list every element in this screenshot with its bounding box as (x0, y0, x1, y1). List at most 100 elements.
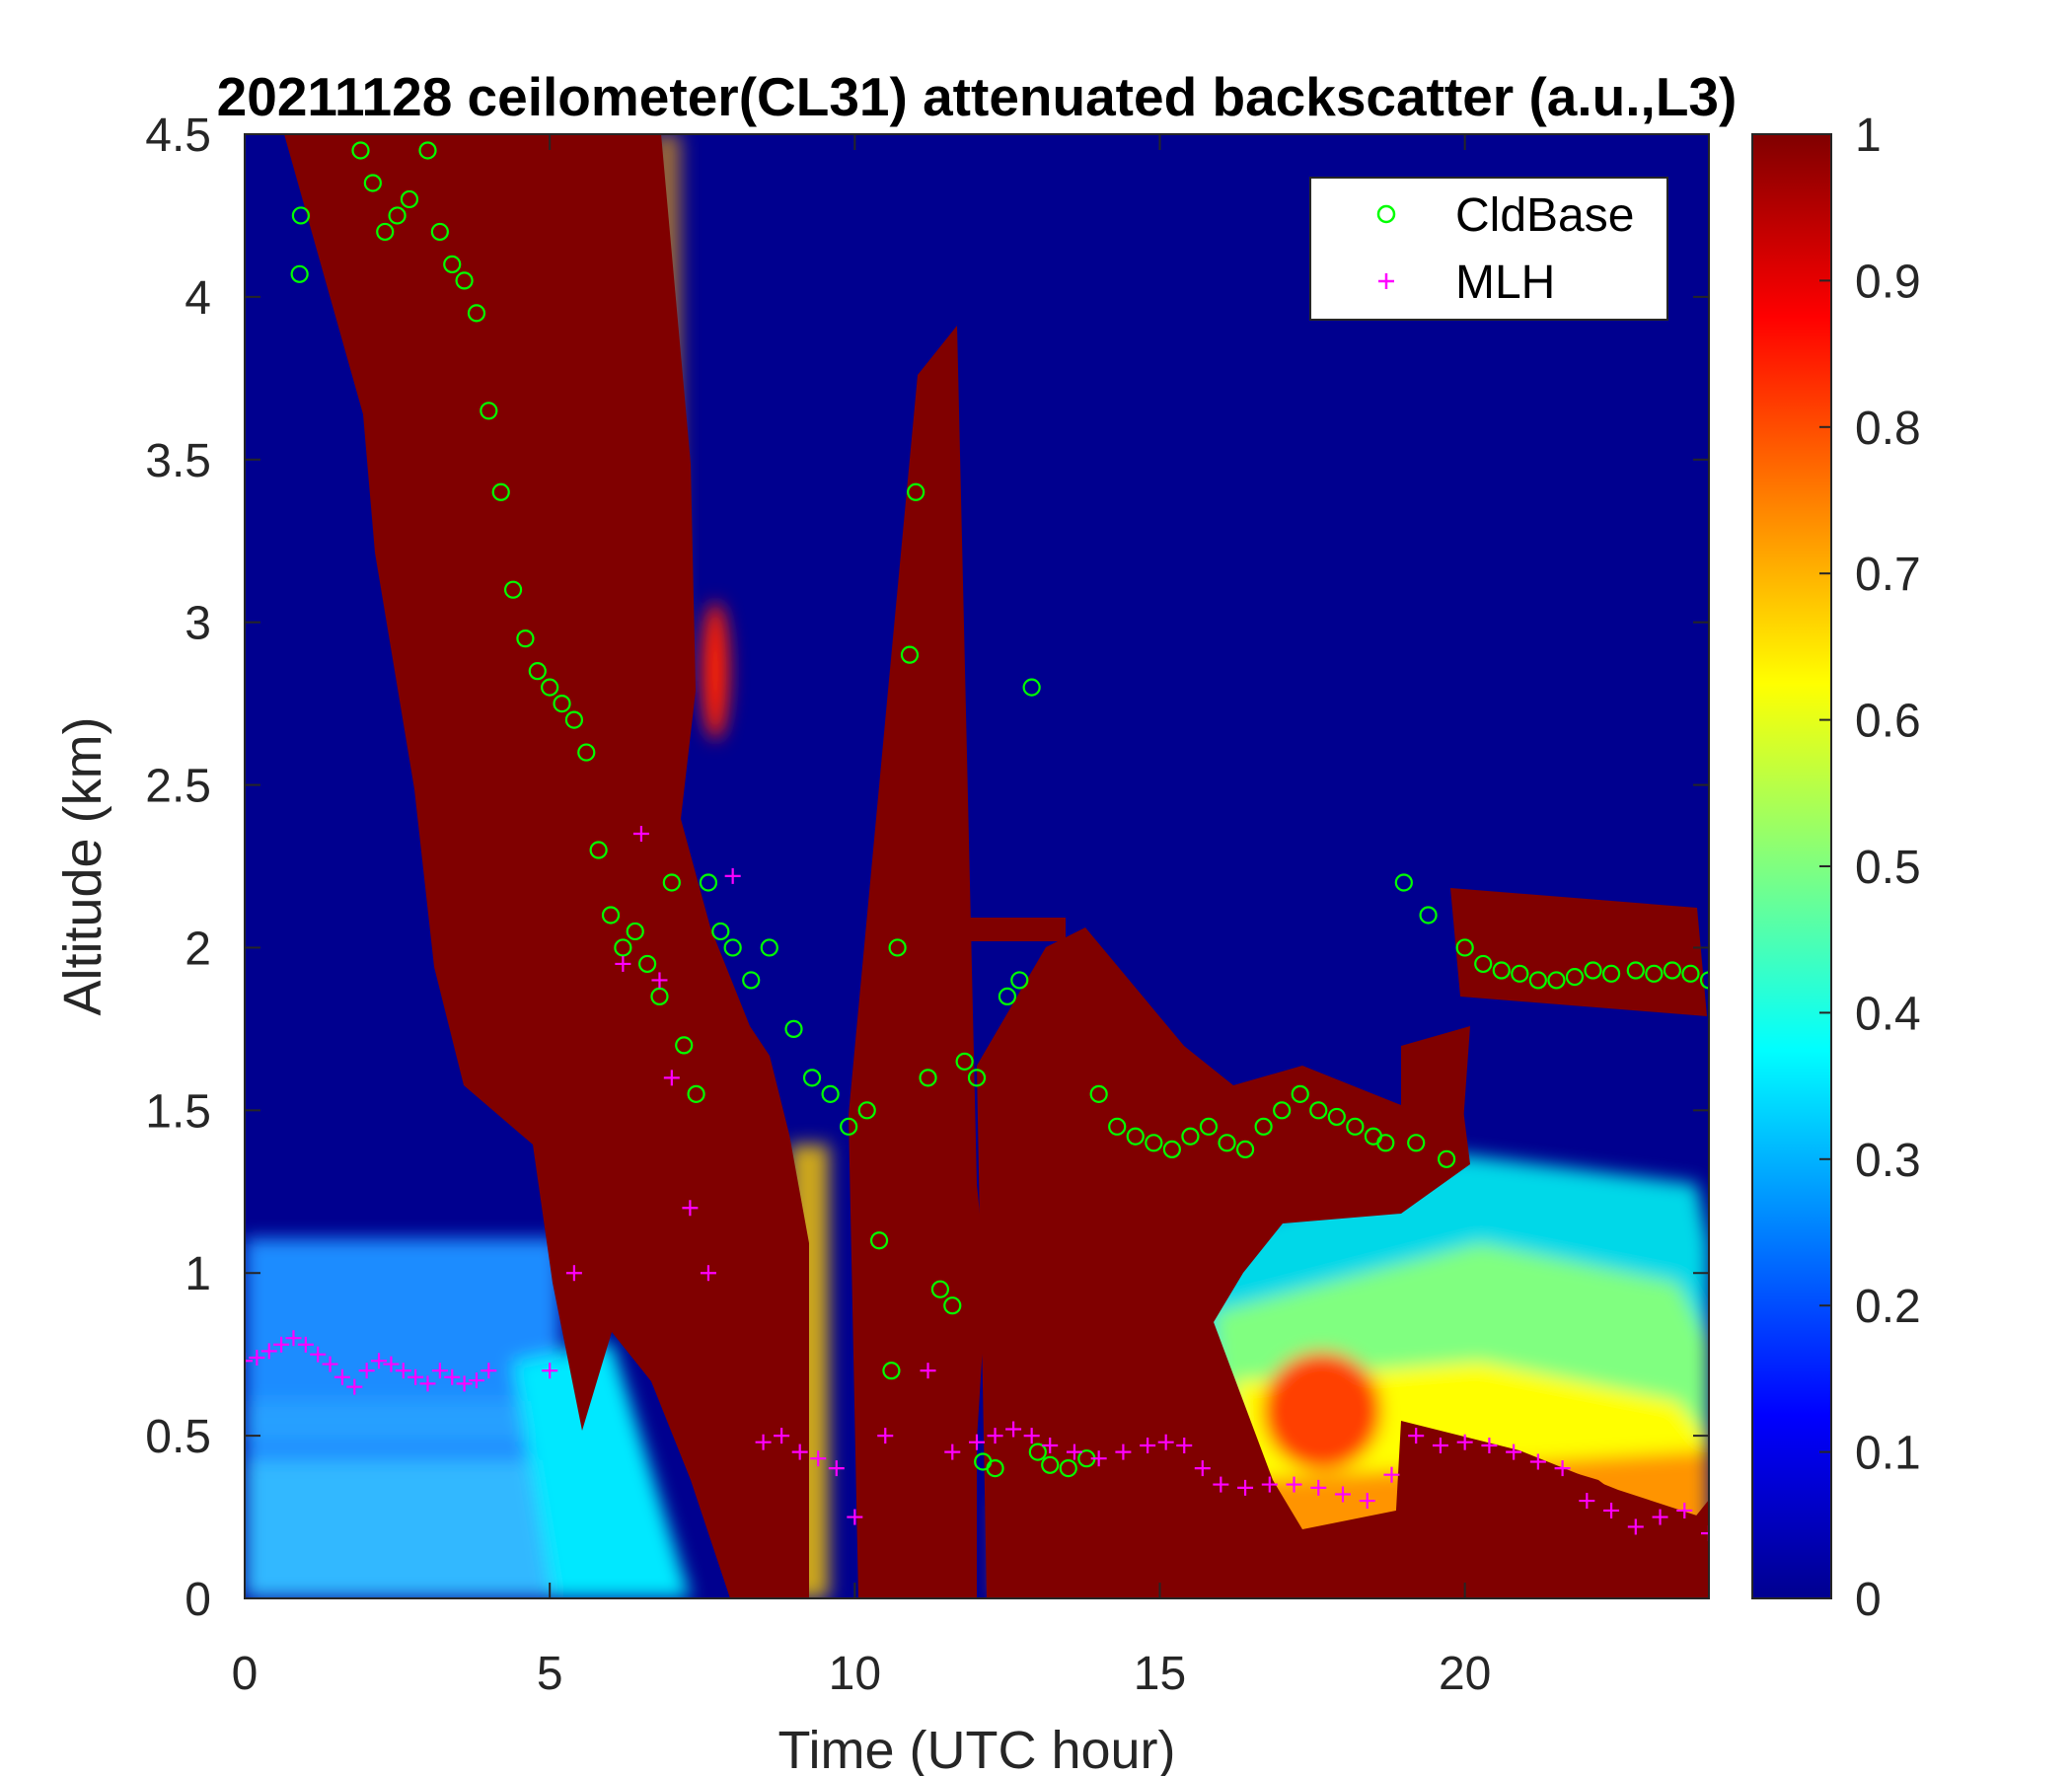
cldbase-point (1419, 906, 1438, 925)
cldbase-point (1041, 1455, 1060, 1474)
mlh-point (810, 1450, 827, 1467)
colorbar-tick-label: 0.5 (1855, 842, 1921, 894)
mlh-point (1481, 1438, 1498, 1454)
cldbase-point (675, 1036, 694, 1055)
cldbase-point (589, 841, 608, 859)
cloud-region-lower (977, 927, 1709, 1598)
cldbase-point (1626, 961, 1645, 980)
mlh-point (249, 1349, 265, 1366)
legend-label-mlh: MLH (1455, 257, 1555, 309)
cldbase-point (650, 987, 669, 1006)
mlh-point (1310, 1479, 1327, 1496)
cldbase-point (1547, 971, 1566, 990)
cldbase-point (662, 873, 681, 892)
cldbase-point (1181, 1127, 1200, 1146)
cldbase-point (1089, 1084, 1108, 1103)
mlh-point (969, 1434, 985, 1450)
mlh-point (920, 1363, 936, 1379)
colorbar-tick-label: 0.4 (1855, 988, 1921, 1040)
y-tick-label: 3.5 (145, 435, 211, 487)
mlh-point (273, 1336, 290, 1353)
cldbase-point (998, 987, 1017, 1006)
plot-frame (244, 133, 1710, 1599)
cldbase-point (1699, 971, 1709, 990)
mlh-point (1383, 1466, 1400, 1483)
cldbase-point (1022, 678, 1041, 697)
mlh-point (1506, 1443, 1522, 1460)
mlh-point (1359, 1493, 1375, 1510)
cldbase-point (907, 482, 925, 501)
cldbase-point (1162, 1140, 1181, 1159)
x-tick-label: 15 (1134, 1648, 1186, 1700)
mlh-point (285, 1330, 302, 1347)
cldbase-point (376, 222, 395, 242)
cldbase-point (699, 873, 718, 892)
y-tick-label: 2 (185, 923, 211, 975)
y-tick-label: 0 (185, 1574, 211, 1626)
colorbar (1751, 133, 1832, 1599)
mlh-point (682, 1200, 699, 1217)
mlh-point (310, 1346, 327, 1363)
cldbase-point (491, 482, 510, 501)
mlh-point (1176, 1438, 1193, 1454)
mlh-point (1140, 1438, 1156, 1454)
cldbase-point (1645, 964, 1664, 983)
mlh-point (260, 1343, 277, 1360)
colorbar-ticks: 0 0.1 0.2 0.3 0.4 0.5 0.6 0.7 0.8 0.9 1 (1819, 110, 1921, 1626)
cldbase-point (1273, 1101, 1292, 1120)
x-tick-label: 20 (1439, 1648, 1491, 1700)
mlh-point (419, 1375, 436, 1392)
colorbar-tick-label: 0.3 (1855, 1135, 1921, 1187)
y-tick-label: 3 (185, 598, 211, 650)
mlh-point (1213, 1476, 1229, 1493)
cldbase-point (363, 174, 382, 192)
mlh-point (395, 1363, 411, 1379)
x-tick-label: 5 (537, 1648, 563, 1700)
cldbase-point (888, 938, 907, 957)
cldbase-point (919, 1069, 937, 1087)
mlh-point (1335, 1486, 1351, 1503)
cldbase-point (1327, 1107, 1346, 1127)
cldbase-point (1681, 964, 1700, 983)
mlh-point (791, 1443, 808, 1460)
y-tick-label: 1 (185, 1248, 211, 1300)
cldbase-point (1565, 968, 1585, 987)
y-axis-label: Altitude (km) (53, 716, 112, 1015)
mlh-point (565, 1265, 582, 1282)
cldbase-point (1511, 964, 1529, 983)
mlh-point (1529, 1453, 1546, 1470)
cldbase-point (351, 141, 370, 160)
cloud-band-right-mid (1401, 1026, 1470, 1204)
x-axis: 0 5 10 15 20 (232, 134, 1491, 1700)
mlh-point (1286, 1476, 1302, 1493)
mlh-point (1579, 1493, 1595, 1510)
cldbase-point (943, 1296, 962, 1315)
y-tick-label: 4.5 (145, 110, 211, 162)
mlh-point (1005, 1421, 1022, 1438)
mlh-point (1115, 1443, 1132, 1460)
cldbase-point (784, 1019, 803, 1038)
cldbase-point (1407, 1134, 1426, 1152)
cldbase-point (986, 1458, 1004, 1478)
cldbase-point (1010, 971, 1029, 990)
y-axis: 0 0.5 1 1.5 2 2.5 3 3.5 4 4.5 (145, 110, 1709, 1626)
cldbase-point (857, 1101, 876, 1120)
mlh-point (1554, 1460, 1571, 1477)
cldbase-point (503, 580, 523, 599)
mlh-point (987, 1428, 1003, 1444)
cldbase-point (1254, 1117, 1273, 1136)
x-axis-label: Time (UTC hour) (777, 1721, 1175, 1776)
cldbase-point (516, 629, 535, 648)
cldbase-point (1474, 954, 1493, 974)
legend-marker-cldbase (1376, 204, 1396, 224)
mlh-point (1652, 1509, 1668, 1525)
mlh-point (383, 1356, 400, 1372)
mlh-point (322, 1356, 338, 1372)
legend-label-cldbase: CldBase (1455, 189, 1634, 242)
cldbase-point (1108, 1117, 1127, 1136)
cloud-region-surface-b (1391, 1421, 1709, 1598)
legend-marker-mlh (1378, 273, 1394, 289)
mlh-point (542, 1363, 558, 1379)
cldbase-point (1492, 961, 1511, 980)
mlh-point (1237, 1479, 1254, 1496)
